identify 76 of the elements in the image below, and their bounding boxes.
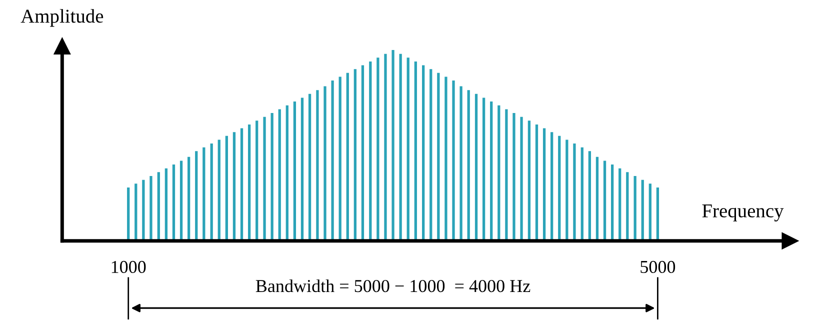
bar — [369, 61, 372, 241]
bar — [444, 76, 448, 241]
bar — [467, 90, 470, 241]
bar — [256, 120, 258, 241]
bar — [542, 128, 546, 241]
bar — [520, 116, 523, 241]
bar — [437, 72, 440, 241]
bar — [293, 102, 296, 241]
bar — [610, 164, 614, 241]
bar — [248, 124, 251, 241]
x-tick-label: 5000 — [640, 260, 676, 274]
bar — [580, 147, 584, 241]
bar — [225, 136, 228, 241]
bar — [550, 132, 554, 241]
bar — [626, 172, 629, 241]
bar — [482, 98, 486, 241]
bar — [157, 172, 160, 241]
bar — [331, 80, 334, 241]
bar — [634, 176, 636, 241]
bar — [603, 160, 606, 241]
bar — [270, 113, 274, 241]
bar — [648, 184, 652, 241]
bar — [142, 180, 145, 241]
bar — [286, 105, 288, 241]
bar — [596, 156, 599, 241]
bar — [180, 160, 183, 241]
bar — [300, 98, 304, 241]
bar — [566, 140, 568, 241]
x-axis-title: Frequency — [702, 204, 784, 222]
bar — [316, 90, 319, 241]
bar — [558, 136, 561, 241]
bar — [134, 184, 138, 241]
y-axis-title: Amplitude — [20, 9, 104, 27]
bar — [202, 147, 206, 241]
bar — [498, 105, 500, 241]
bar — [474, 94, 478, 241]
bar — [406, 58, 410, 241]
bar — [188, 156, 190, 241]
bar — [218, 140, 220, 241]
bar — [535, 124, 538, 241]
bar — [346, 72, 349, 241]
bar — [452, 80, 455, 241]
bar — [505, 109, 508, 241]
bar — [656, 187, 660, 241]
bar — [308, 94, 312, 241]
bar — [376, 58, 380, 241]
bar — [232, 132, 236, 241]
bar — [127, 187, 130, 241]
text: Bandwidth = 5000 − 1000 = 4000 Hz — [256, 279, 530, 292]
bar — [588, 151, 591, 241]
bar — [490, 102, 493, 241]
bar — [195, 151, 198, 241]
bar — [460, 86, 462, 241]
bar — [430, 69, 432, 241]
bar — [422, 65, 425, 241]
bar — [384, 54, 387, 241]
bar — [150, 176, 152, 241]
bar — [210, 144, 213, 241]
bar — [392, 50, 394, 241]
x-tick-label: 1000 — [112, 260, 146, 274]
bar — [338, 76, 342, 241]
bar — [240, 128, 244, 241]
bar — [528, 120, 531, 241]
bar — [354, 69, 356, 241]
bar — [573, 144, 576, 241]
bar — [172, 164, 176, 241]
bar — [361, 65, 364, 241]
bar — [324, 86, 326, 241]
bar — [414, 61, 417, 241]
bar — [278, 109, 281, 241]
bar — [641, 180, 644, 241]
bar — [164, 168, 168, 241]
bar — [399, 54, 402, 241]
bar — [512, 113, 516, 241]
bar — [618, 168, 622, 241]
bar — [263, 116, 266, 241]
